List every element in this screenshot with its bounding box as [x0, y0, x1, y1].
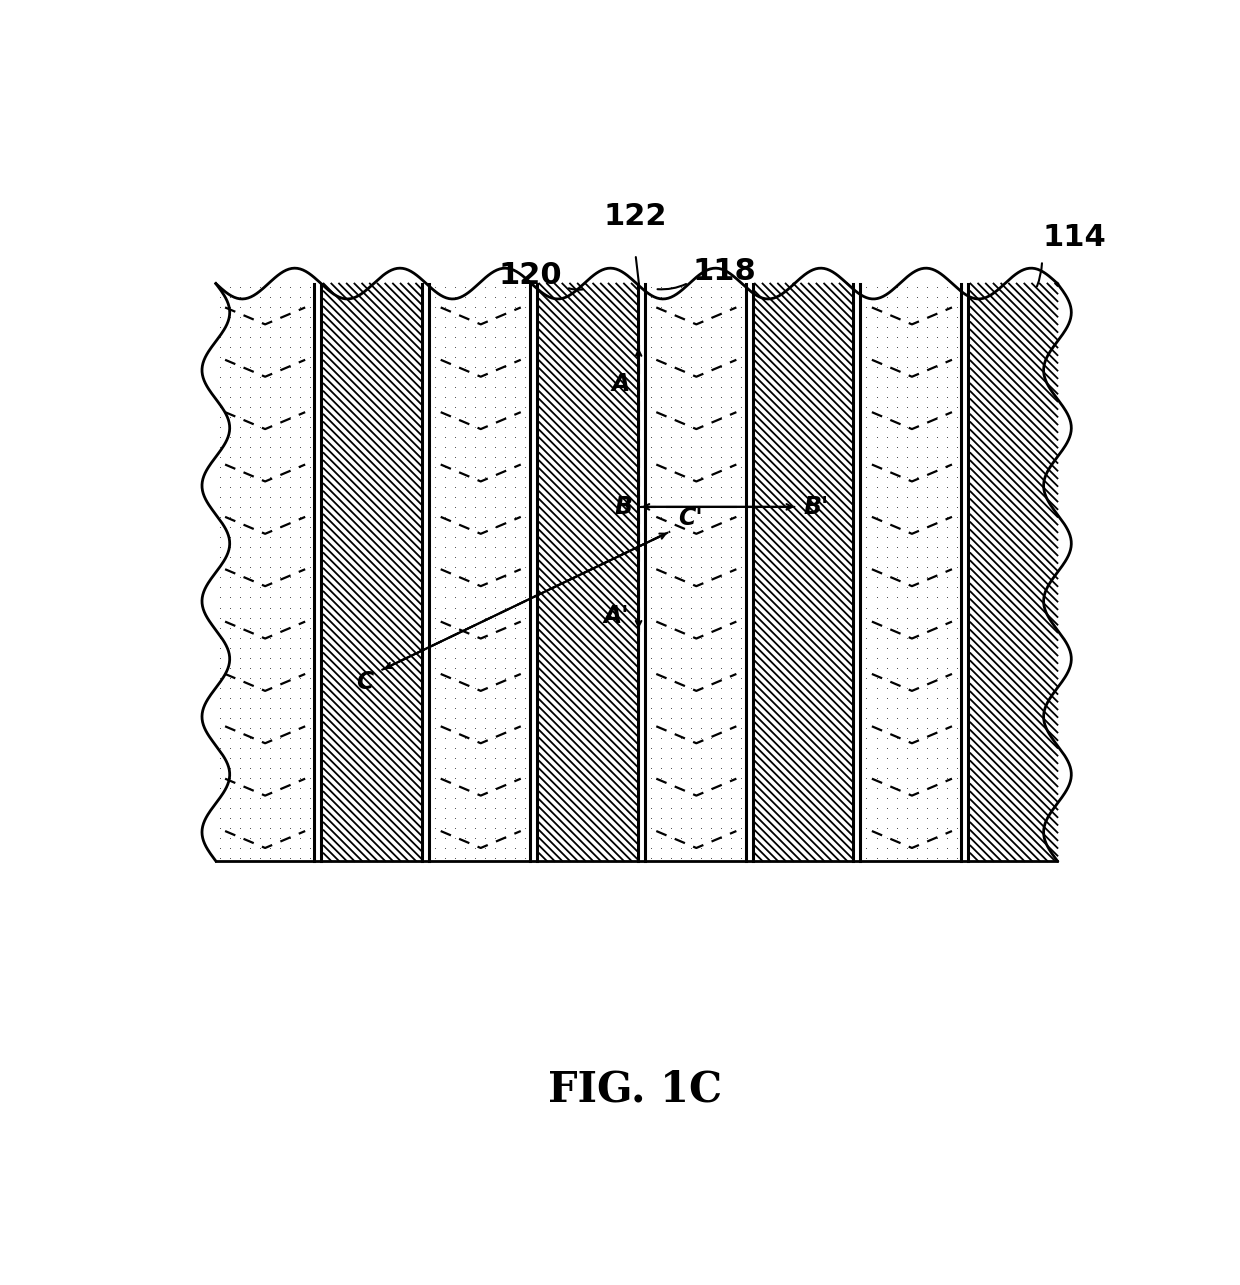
- Bar: [748, 284, 753, 861]
- Text: C: C: [356, 669, 373, 694]
- Text: C': C': [678, 505, 703, 529]
- Text: B: B: [614, 495, 632, 519]
- Bar: [539, 284, 637, 861]
- Text: 114: 114: [1042, 222, 1106, 252]
- Bar: [963, 284, 968, 861]
- Bar: [424, 284, 429, 861]
- Bar: [640, 284, 645, 861]
- Text: 120: 120: [498, 261, 563, 290]
- Bar: [324, 284, 422, 861]
- Bar: [755, 284, 853, 861]
- Text: A: A: [611, 371, 630, 396]
- Text: 118: 118: [692, 257, 756, 285]
- Bar: [216, 284, 1058, 861]
- Bar: [532, 284, 537, 861]
- Bar: [971, 284, 1058, 861]
- Bar: [856, 284, 861, 861]
- Bar: [316, 284, 321, 861]
- Text: FIG. 1C: FIG. 1C: [548, 1069, 723, 1110]
- Text: B': B': [804, 495, 828, 519]
- Text: 122: 122: [604, 202, 667, 231]
- Text: A': A': [604, 604, 630, 628]
